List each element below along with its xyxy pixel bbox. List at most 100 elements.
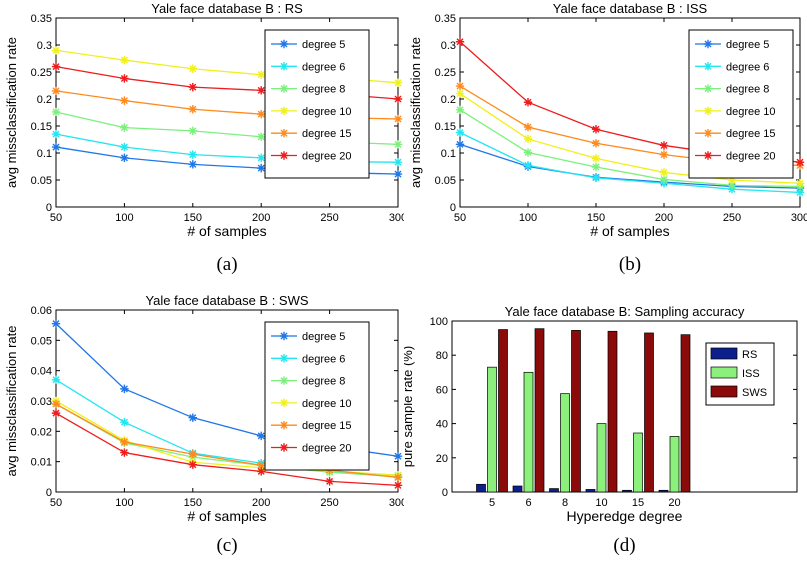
legend-marker [279, 62, 289, 71]
y-tick-label: 0.05 [435, 175, 456, 187]
legend-marker [279, 443, 289, 452]
legend-label: degree 8 [302, 84, 345, 96]
data-point [257, 467, 266, 476]
data-point [257, 461, 266, 470]
data-point [727, 175, 737, 185]
data-point [455, 37, 465, 46]
data-point [120, 448, 129, 457]
data-point [188, 150, 197, 159]
data-point [795, 179, 805, 188]
x-tick-label: 250 [723, 212, 741, 224]
x-tick-label: 100 [115, 497, 133, 509]
data-point [523, 98, 533, 107]
bar-iss [669, 436, 680, 493]
y-tick-label: 0.15 [435, 121, 456, 133]
series-line [459, 109, 801, 188]
data-point [795, 157, 805, 167]
legend-label: degree 8 [302, 376, 345, 388]
legend-marker [279, 376, 289, 385]
legend-marker [703, 106, 713, 116]
series-line [459, 143, 801, 189]
x-tick-label: 50 [454, 212, 466, 224]
bar-iss [487, 366, 497, 493]
bar-iss [633, 432, 643, 493]
chart-panel-sws: Yale face database B : SWS 0 0.01 0.02 0.03 0… [0, 281, 407, 562]
x-tick-label: 150 [184, 212, 202, 224]
data-point [188, 105, 197, 114]
data-point [393, 78, 403, 87]
legend-swatch [710, 385, 738, 398]
x-tick-label: 200 [252, 497, 270, 509]
data-point [188, 460, 197, 469]
data-point [393, 452, 403, 461]
bar-sws [534, 328, 545, 493]
x-tick-label: 200 [252, 212, 270, 224]
figure-caption: (a) [216, 254, 237, 275]
x-tick-label: 20 [668, 497, 680, 509]
data-point [51, 62, 61, 71]
data-point [51, 399, 61, 409]
data-point [257, 163, 266, 173]
data-point [120, 123, 129, 132]
data-point [659, 150, 669, 159]
data-point [120, 55, 129, 65]
y-tick-label: 0 [46, 487, 52, 499]
bar-rs [512, 485, 523, 493]
data-point [455, 81, 465, 91]
figure-caption: (b) [619, 254, 641, 275]
legend-label: degree 6 [302, 353, 345, 365]
y-tick-label: 0.35 [435, 13, 456, 25]
y-tick-label: 0 [442, 487, 448, 499]
data-point [51, 107, 61, 117]
bar-sws [571, 330, 581, 493]
y-tick-label: 100 [430, 316, 448, 328]
y-axis-label: avg missclassification rate [4, 326, 19, 477]
data-point [393, 140, 403, 149]
chart-title: Yale face database B : SWS [145, 293, 308, 308]
bar-sws [644, 332, 654, 493]
x-tick-label: 10 [595, 497, 607, 509]
data-point [455, 140, 465, 149]
series-line [459, 131, 801, 194]
data-point [257, 132, 266, 141]
data-point [120, 437, 129, 447]
data-point [51, 86, 61, 96]
legend-label: degree 15 [726, 128, 776, 140]
bar-rs [622, 489, 632, 493]
x-tick-label: 8 [562, 497, 568, 509]
data-point [591, 139, 601, 148]
legend-marker [703, 129, 713, 138]
data-point [795, 188, 805, 197]
data-point [523, 122, 533, 132]
series-line [55, 412, 399, 486]
legend-label: degree 5 [302, 331, 345, 343]
legend-marker [703, 62, 713, 71]
legend-label: degree 20 [302, 443, 352, 455]
y-tick-label: 0.3 [441, 40, 456, 52]
x-axis-label: # of samples [187, 223, 266, 239]
bar-iss [596, 423, 607, 493]
legend-label: degree 10 [726, 106, 776, 118]
y-tick-label: 0.1 [441, 148, 456, 160]
legend-swatch [710, 366, 738, 379]
data-point [188, 82, 197, 92]
series-line [55, 403, 399, 479]
data-point [393, 473, 403, 482]
data-point [51, 46, 61, 55]
legend: degree 5 degree 6 degree 8 degree 10 degree … [688, 29, 794, 179]
bar-iss [560, 393, 570, 493]
legend-label: degree 8 [726, 84, 769, 96]
y-tick-label: 0.01 [31, 457, 52, 469]
chart-title: Yale face database B : RS [151, 1, 303, 16]
x-tick-label: 6 [525, 497, 531, 509]
data-point [188, 413, 197, 422]
data-point [257, 86, 266, 95]
y-tick-label: 0.3 [37, 40, 52, 52]
bar-sws [680, 334, 691, 493]
data-point [120, 74, 129, 83]
x-axis-label: # of samples [590, 223, 669, 239]
legend-marker [279, 354, 289, 363]
bar-sws [498, 329, 508, 493]
data-point [523, 134, 533, 144]
y-tick-label: 0 [450, 202, 456, 214]
